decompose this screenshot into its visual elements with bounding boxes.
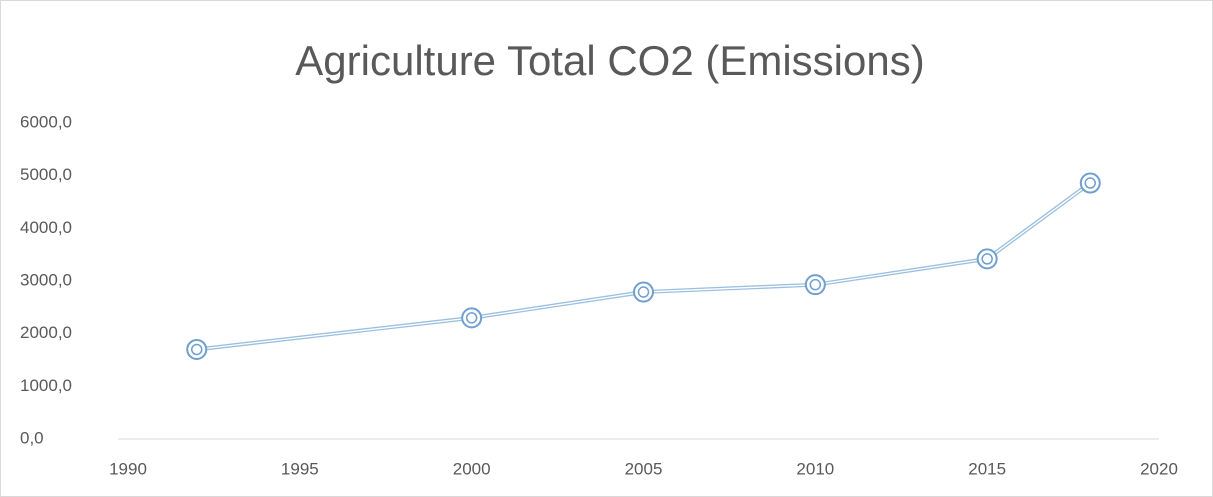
series-line-inner bbox=[196, 182, 1091, 351]
y-tick-label: 5000,0 bbox=[20, 165, 72, 184]
marker-inner bbox=[190, 343, 203, 356]
y-tick-label: 1000,0 bbox=[20, 376, 72, 395]
chart-title: Agriculture Total CO2 (Emissions) bbox=[295, 37, 924, 84]
y-tick-label: 4000,0 bbox=[20, 218, 72, 237]
marker-inner bbox=[809, 278, 822, 291]
marker-inner bbox=[465, 312, 478, 324]
x-tick-label: 1990 bbox=[109, 459, 147, 478]
x-tick-label: 2010 bbox=[796, 459, 834, 478]
y-tick-label: 2000,0 bbox=[20, 323, 72, 342]
marker-inner bbox=[981, 253, 993, 265]
y-tick-label: 3000,0 bbox=[20, 270, 72, 289]
x-tick-label: 2015 bbox=[968, 459, 1006, 478]
y-tick-label: 6000,0 bbox=[20, 112, 72, 131]
x-tick-label: 2020 bbox=[1140, 459, 1178, 478]
x-tick-label: 2005 bbox=[625, 459, 663, 478]
y-tick-label: 0,0 bbox=[20, 428, 44, 447]
x-tick-label: 1995 bbox=[281, 459, 319, 478]
marker-inner bbox=[637, 286, 650, 298]
marker-inner bbox=[1084, 177, 1097, 189]
x-tick-label: 2000 bbox=[453, 459, 491, 478]
